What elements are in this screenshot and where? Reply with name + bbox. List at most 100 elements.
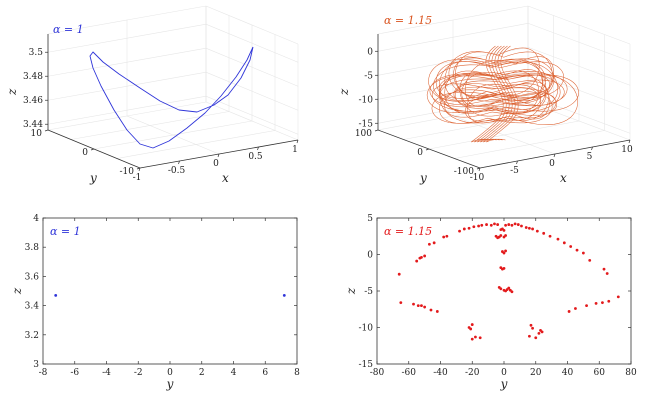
x-tick	[138, 167, 141, 172]
data-point	[531, 326, 534, 330]
x-tick-label: -6	[70, 368, 79, 378]
x-tick	[296, 139, 299, 144]
data-point	[602, 267, 606, 271]
x-tick-label: -0.5	[168, 166, 186, 176]
y-tick-label: -100	[454, 167, 474, 177]
data-point	[537, 331, 541, 335]
wall-grid-line	[47, 95, 299, 135]
y-axis-label: z	[344, 287, 358, 295]
x-tick	[257, 146, 259, 151]
x-tick	[478, 167, 481, 172]
data-point	[478, 336, 482, 340]
box-edge	[47, 5, 207, 35]
x-axis-label: y	[166, 377, 174, 391]
data-point	[567, 310, 571, 313]
box-edge	[377, 5, 529, 35]
x-tick-label: 0.5	[248, 152, 263, 162]
data-point	[510, 223, 514, 227]
wall-grid-line	[377, 46, 631, 86]
y-tick	[90, 148, 95, 151]
data-point	[562, 241, 566, 245]
alpha-annotation: α = 1.15	[384, 14, 432, 27]
data-point	[480, 223, 484, 227]
data-point	[581, 251, 585, 255]
y-tick-label: 3.6	[25, 272, 40, 282]
x-tick-label: 80	[625, 368, 637, 378]
y-tick-label: 3.4	[25, 302, 40, 312]
z-axis-label: z	[5, 88, 19, 96]
data-point	[516, 223, 520, 226]
plot-frame	[42, 217, 298, 365]
x-tick-label: -1	[133, 173, 142, 183]
data-point	[585, 304, 588, 307]
y-tick	[374, 129, 379, 132]
data-point	[423, 254, 427, 258]
y-tick-label: 4	[33, 214, 39, 224]
data-point	[607, 299, 611, 303]
data-point	[510, 290, 514, 294]
z-axis-label: z	[337, 88, 351, 96]
y-tick-label: 0	[417, 148, 423, 158]
y-tick	[425, 148, 430, 151]
data-point	[520, 224, 523, 228]
data-point	[529, 323, 533, 327]
x-tick-label: -10	[470, 173, 485, 183]
wall-grid-line	[47, 23, 299, 63]
y-axis-label: y	[89, 171, 97, 185]
y-axis-label: z	[10, 287, 24, 295]
data-point	[54, 293, 58, 297]
z-tick-label: 3.44	[23, 120, 43, 130]
data-point	[575, 248, 579, 252]
x-tick-label: 2	[199, 368, 205, 378]
y-tick-label: 10	[31, 129, 43, 139]
data-point	[502, 266, 506, 270]
data-point	[442, 235, 446, 239]
x-tick-label: 10	[621, 145, 633, 155]
wall-grid-line	[377, 22, 631, 62]
y-tick-label: -10	[120, 167, 135, 177]
data-point	[429, 308, 433, 312]
x-tick-label: -4	[102, 368, 111, 378]
data-point	[458, 229, 461, 233]
x-tick-label: 0	[549, 159, 555, 169]
x-tick-label: 4	[231, 368, 237, 378]
data-point	[528, 334, 531, 338]
data-point	[574, 307, 577, 310]
z-tick-label: 0	[367, 47, 373, 57]
x-tick-label: 40	[562, 368, 574, 378]
panel-top-left-3d: -1 -0.5 0 0.5 1 10 0 -10 3.44 3.46 3.48 3.5 x y z α = 1	[5, 5, 299, 185]
x-axis-label: x	[222, 171, 229, 185]
data-point	[415, 259, 419, 263]
data-point	[507, 223, 511, 226]
data-point	[548, 234, 552, 238]
data-point	[493, 222, 496, 226]
z-tick-label: -5	[364, 71, 373, 81]
data-point	[499, 234, 503, 237]
y-tick-label: -5	[364, 287, 373, 297]
data-point	[470, 323, 474, 326]
data-point	[605, 272, 609, 275]
y-tick-label: 3	[33, 360, 39, 370]
y-tick-label: 3.2	[25, 331, 39, 341]
x-tick-label: -80	[370, 368, 385, 378]
data-point	[507, 286, 511, 290]
y-tick	[44, 129, 49, 132]
z-tick-label: 3.46	[23, 96, 43, 106]
data-point	[524, 226, 528, 229]
wall-grid-line	[47, 47, 299, 87]
data-point	[502, 229, 506, 232]
data-point	[569, 245, 573, 248]
y-axis-label: y	[419, 171, 427, 185]
x-tick-label: -60	[402, 368, 417, 378]
data-point	[542, 231, 546, 235]
data-point	[435, 310, 439, 313]
data-point	[420, 304, 423, 307]
data-point	[467, 226, 471, 230]
data-point	[531, 227, 534, 231]
data-point	[499, 287, 503, 291]
y-tick-label: 5	[367, 214, 373, 224]
floor-grid-line	[205, 101, 299, 141]
data-point	[282, 293, 286, 297]
wall-grid-line	[47, 71, 299, 111]
